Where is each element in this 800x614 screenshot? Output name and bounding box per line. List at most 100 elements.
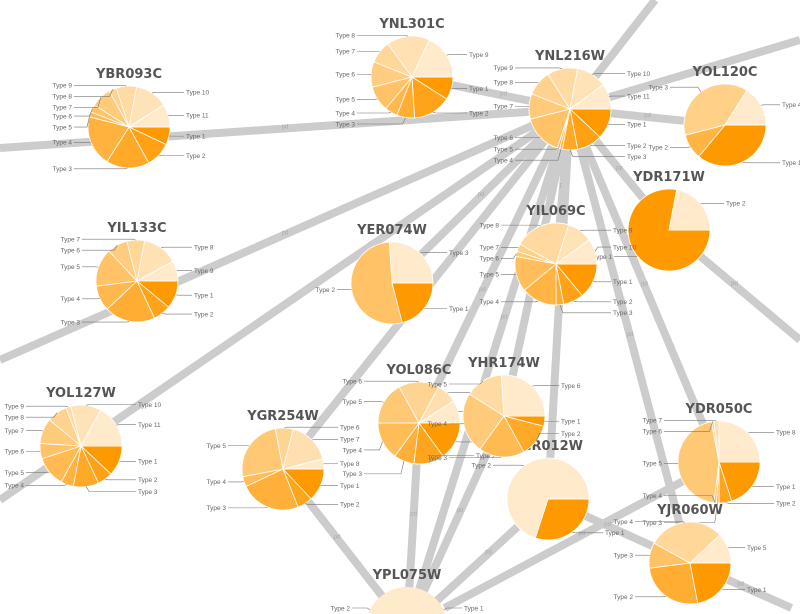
pie-slice — [506, 457, 590, 539]
pie-node-yol120c[interactable]: YOL120C Type 4 Type 1 Type 3 Type 2 — [648, 65, 800, 167]
slice-label: Type 4 — [4, 483, 24, 490]
slice-label: Type 5 — [479, 272, 499, 279]
slice-label: Type 1 — [627, 122, 647, 129]
pie-slice — [648, 562, 699, 605]
slice-label: Type 10 — [138, 402, 162, 409]
edge-label: pp — [616, 166, 623, 172]
edge[interactable] — [0, 105, 572, 364]
pie-slice — [653, 521, 721, 564]
leader-line — [493, 464, 524, 467]
leader-line — [747, 432, 774, 434]
slice-label: Type 2 — [613, 594, 633, 601]
leader-line — [228, 506, 268, 509]
slice-label: Type 1 — [782, 160, 800, 167]
leader-line — [74, 114, 91, 128]
slice-label: Type 1 — [605, 530, 625, 537]
pie-node-yjr060w[interactable]: YJR060W Type 5 Type 1 Type 4 Type 3 Type 2 — [613, 503, 767, 605]
node-title: YOL086C — [386, 363, 452, 378]
slice-label: Type 6 — [342, 378, 362, 385]
leader-line — [74, 84, 127, 87]
node-title: YHR174W — [467, 356, 540, 371]
pie-slice — [534, 498, 590, 541]
pie-node-yhr174w[interactable]: YHR174W Type 6 Type 1 Type 2 Type 5 Type 4 Typ… — [427, 356, 580, 462]
pie-node-yol127w[interactable]: YOL127W Type 10 Type 11 Type 1 Type 2 Type 3 T… — [4, 386, 161, 496]
leader-line — [26, 405, 69, 408]
leader-line — [105, 478, 136, 481]
edge[interactable] — [442, 458, 721, 612]
slice-label: Type 5 — [335, 97, 355, 104]
slice-label: Type 1 — [776, 484, 796, 491]
edge-label: pd — [501, 315, 508, 321]
pie-node-ynl301c[interactable]: YNL301C Type 9 Type 1 Type 2 Type 8 Type 7 Typ… — [335, 17, 488, 128]
leader-line — [536, 433, 559, 442]
slice-label: Type 6 — [479, 256, 499, 263]
leader-line — [569, 149, 625, 157]
leader-line — [26, 412, 58, 418]
slice-label: Type 5 — [747, 545, 767, 552]
slice-label: Type 4 — [479, 299, 499, 306]
pie-slice — [80, 409, 123, 447]
slice-label: Type 2 — [340, 502, 360, 509]
pie-node-yil133c[interactable]: YIL133C Type 8 Type 9 Type 1 Type 2 Type 7 Typ… — [60, 221, 213, 326]
edge-label: pd — [478, 192, 485, 198]
leader-line — [304, 503, 338, 505]
node-title: YGR254W — [246, 409, 319, 424]
pie-node-ypl075w[interactable]: YPL075W Type 1 Type 2 — [330, 568, 484, 614]
leader-line — [357, 117, 406, 125]
pie-node-ydr171w[interactable]: YDR171W Type 2 Type 1 — [592, 170, 746, 272]
node-title: YJR060W — [656, 503, 723, 518]
slice-label: Type 1 — [449, 306, 469, 313]
pie-node-ygr254w[interactable]: YGR254W Type 6 Type 7 Type 8 Type 1 Type 2 Typ… — [206, 409, 359, 512]
slice-label: Type 7 — [52, 105, 72, 112]
pie-slice — [417, 400, 461, 424]
edge[interactable] — [415, 107, 574, 425]
slice-label: Type 3 — [642, 520, 662, 527]
node-title: YBR093C — [95, 67, 162, 82]
slice-label: Type 3 — [138, 489, 158, 496]
slice-label: Type 4 — [613, 519, 633, 526]
slice-label: Type 2 — [648, 145, 668, 152]
leader-line — [515, 82, 539, 84]
edge[interactable] — [409, 107, 574, 610]
slice-label: Type 8 — [335, 33, 355, 40]
leader-line — [364, 461, 405, 475]
edge-label: pd — [479, 287, 486, 293]
pie-slice — [479, 415, 525, 458]
slice-label: Type 2 — [330, 605, 350, 612]
leader-line — [162, 313, 192, 315]
slice-label: Type 4 — [206, 479, 226, 486]
slice-label: Type 8 — [4, 415, 24, 422]
leader-line — [74, 97, 102, 108]
slice-label: Type 8 — [479, 222, 499, 229]
leader-line — [357, 51, 380, 53]
edge[interactable] — [389, 106, 573, 286]
leader-line — [559, 304, 611, 314]
leader-line — [501, 300, 539, 303]
edge-label: pd — [410, 512, 417, 518]
pie-slice — [698, 124, 767, 167]
pie-node-yer074w[interactable]: YER074W Type 3 Type 1 Type 2 — [315, 223, 469, 325]
pie-node-ybr093c[interactable]: YBR093C Type 10 Type 11 Type 1 Type 2 Type 9 T… — [52, 67, 209, 173]
edge[interactable] — [566, 107, 723, 464]
leader-line — [151, 92, 184, 94]
leader-line — [635, 521, 685, 523]
leader-line — [364, 441, 383, 451]
slice-label: Type 7 — [642, 418, 662, 425]
leader-line — [26, 471, 50, 473]
pie-slice — [241, 428, 284, 478]
slice-label: Type 6 — [4, 449, 24, 456]
slice-label: Type 2 — [471, 462, 491, 469]
leader-line — [664, 495, 716, 503]
pie-slice — [677, 421, 720, 504]
pie-node-ynl216w[interactable]: YNL216W Type 10 Type 11 Type 1 Type 2 Type 3 T… — [493, 49, 650, 164]
pie-slice — [106, 126, 150, 169]
slice-label: Type 2 — [627, 143, 647, 150]
slice-label: Type 8 — [194, 244, 214, 251]
pie-node-ydr050c[interactable]: YDR050C Type 8 Type 1 Type 2 Type 7 Type 6 Typ… — [642, 402, 795, 527]
leader-line — [664, 419, 717, 422]
